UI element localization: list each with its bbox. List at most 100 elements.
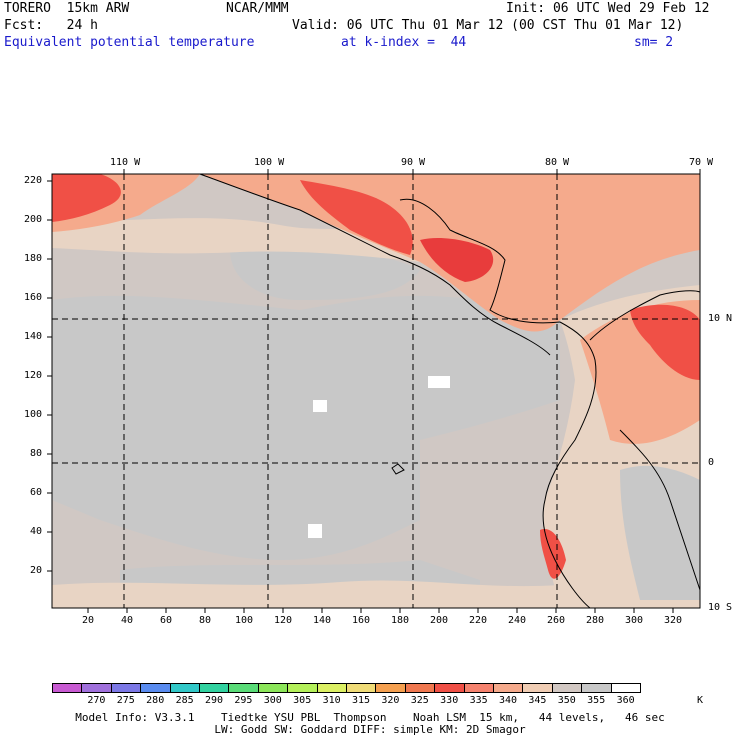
coastline-central-america	[199, 173, 551, 356]
x-label-160: 160	[352, 615, 371, 626]
model-name: TORERO 15km ARW	[4, 1, 130, 16]
top-ticks	[123, 169, 701, 174]
lat-label-10n: 10 N	[708, 313, 733, 324]
colorbar-label: 315	[351, 695, 371, 706]
colorbar-label: 320	[381, 695, 400, 706]
y-label-220: 220	[24, 175, 43, 186]
y-label-160: 160	[24, 292, 43, 303]
white-speck-1	[428, 376, 450, 388]
colorbar-label: 270	[87, 695, 106, 706]
x-label-220: 220	[469, 615, 488, 626]
coastline-venezuela	[589, 290, 701, 341]
ca-red-2	[420, 238, 494, 282]
x-label-240: 240	[508, 615, 527, 626]
x-label-100: 100	[235, 615, 254, 626]
lon-label-110w: 110 W	[110, 157, 141, 168]
colorbar-swatch	[551, 683, 583, 693]
colorbar-label: 325	[410, 695, 429, 706]
colorbar-label: 310	[322, 695, 341, 706]
coastline-caribbean	[399, 198, 561, 324]
colorbar-label: 305	[293, 695, 312, 706]
y-label-60: 60	[30, 487, 43, 498]
colorbar-swatch	[257, 683, 289, 693]
coastline-galapagos	[391, 463, 405, 475]
colorbar-label: 355	[587, 695, 606, 706]
valid-time: Valid: 06 UTC Thu 01 Mar 12 (00 CST Thu …	[292, 18, 684, 33]
map-frame	[51, 173, 701, 609]
lon-label-100w: 100 W	[254, 157, 285, 168]
nw-red	[52, 174, 121, 222]
colorbar-label: 345	[528, 695, 547, 706]
x-ticks	[87, 608, 674, 613]
lon-label-70w: 70 W	[689, 157, 714, 168]
x-label-40: 40	[121, 615, 134, 626]
map-field	[52, 174, 700, 608]
lon-label-90w: 90 W	[401, 157, 426, 168]
sa-red	[630, 304, 700, 380]
colorbar-label: 360	[616, 695, 635, 706]
x-label-320: 320	[664, 615, 683, 626]
colorbar-label: 290	[204, 695, 224, 706]
colorbar-label: 335	[469, 695, 488, 706]
colorbar-label: 340	[498, 695, 518, 706]
tan-band-south	[52, 580, 560, 608]
x-label-180: 180	[391, 615, 410, 626]
model-info-line2: LW: Godd SW: Goddard DIFF: simple KM: 2D…	[214, 723, 526, 736]
colorbar-swatch	[316, 683, 347, 693]
init-time: Init: 06 UTC Wed 29 Feb 12	[506, 1, 710, 16]
y-label-40: 40	[30, 526, 43, 537]
colorbar-label: 285	[175, 695, 194, 706]
colorbar-swatch	[81, 683, 112, 693]
grid-lines	[52, 174, 700, 608]
y-label-180: 180	[24, 253, 43, 264]
x-label-120: 120	[274, 615, 293, 626]
peru-red	[540, 529, 566, 579]
gray-region-west	[52, 295, 560, 560]
x-label-20: 20	[82, 615, 95, 626]
gray-region-center	[230, 246, 420, 300]
colorbar-swatch	[610, 683, 641, 693]
x-label-60: 60	[160, 615, 173, 626]
level-label: at k-index = 44	[341, 35, 467, 50]
colorbar-label: 295	[234, 695, 253, 706]
colorbar-swatch	[52, 683, 83, 693]
smoothing-label: sm= 2	[634, 35, 674, 50]
white-speck-2	[313, 400, 327, 412]
y-label-140: 140	[24, 331, 43, 342]
sa-gray	[620, 465, 700, 600]
y-ticks	[47, 180, 52, 572]
colorbar-swatch	[110, 683, 142, 693]
forecast-hour: Fcst: 24 h	[4, 18, 98, 33]
lat-label-10s: 10 S	[708, 602, 733, 613]
colorbar-label: 350	[557, 695, 576, 706]
ca-red-1	[300, 180, 413, 255]
colorbar-swatch	[169, 683, 200, 693]
coastlines	[199, 173, 701, 609]
colorbar-swatch	[287, 683, 318, 693]
x-label-260: 260	[547, 615, 566, 626]
white-speck-3	[308, 524, 322, 538]
colorbar-unit: K	[697, 695, 704, 706]
colorbar-swatch	[375, 683, 406, 693]
colorbar-label: 300	[263, 695, 282, 706]
y-label-200: 200	[24, 214, 43, 225]
x-label-140: 140	[313, 615, 332, 626]
field-name: Equivalent potential temperature	[4, 35, 255, 50]
colorbar-swatch	[463, 683, 494, 693]
x-label-280: 280	[586, 615, 605, 626]
lat-label-0: 0	[708, 457, 715, 468]
y-label-20: 20	[30, 565, 43, 576]
org-name: NCAR/MMM	[226, 1, 289, 16]
colorbar-swatch	[581, 683, 612, 693]
colorbar-swatch	[228, 683, 259, 693]
colorbar-swatch	[346, 683, 377, 693]
coastline-andes	[619, 429, 701, 591]
lon-label-80w: 80 W	[545, 157, 570, 168]
colorbar-swatch	[404, 683, 436, 693]
x-label-200: 200	[430, 615, 449, 626]
colorbar-swatch	[493, 683, 524, 693]
colorbar-swatch	[434, 683, 465, 693]
x-label-300: 300	[625, 615, 644, 626]
y-label-100: 100	[24, 409, 43, 420]
